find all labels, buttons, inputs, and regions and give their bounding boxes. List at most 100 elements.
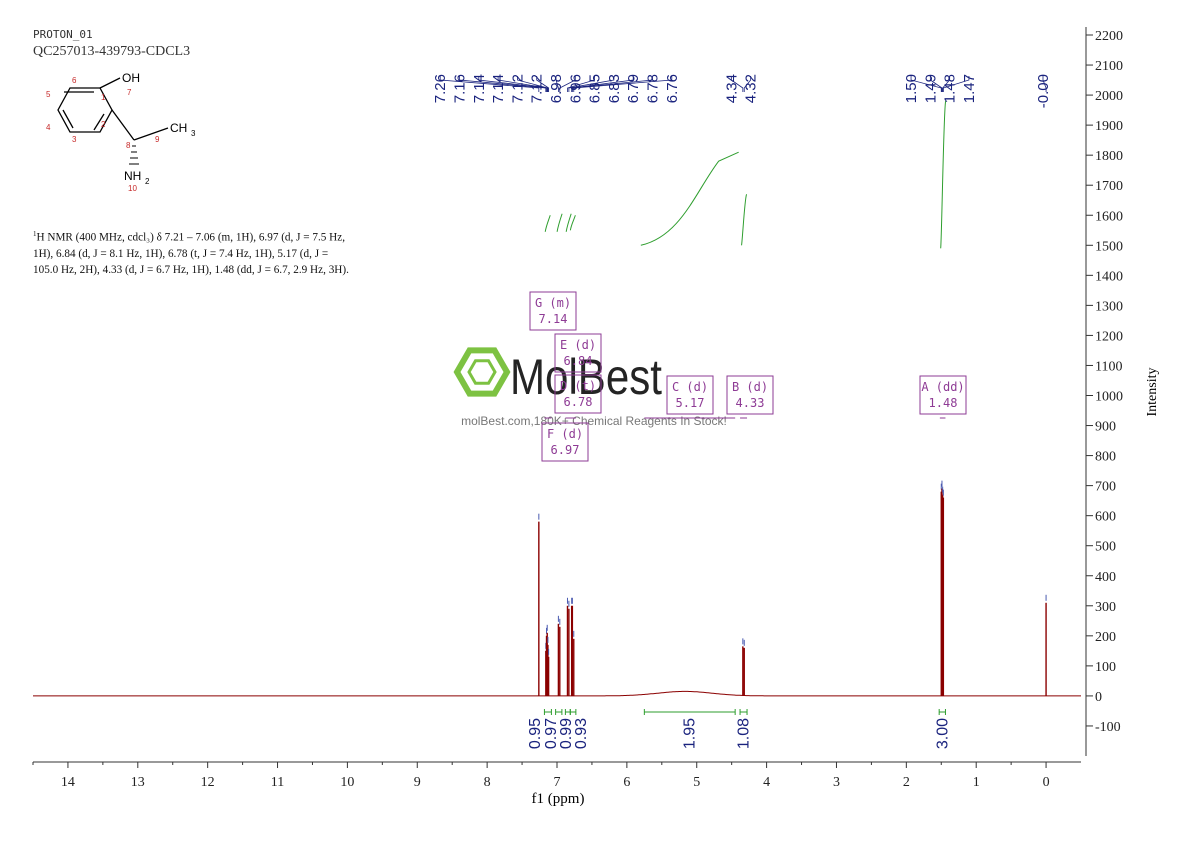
multiplet-label: A (dd) xyxy=(921,380,964,394)
x-tick-label: 10 xyxy=(340,775,354,790)
integral-curves xyxy=(544,100,947,249)
integral-value: 0.95 xyxy=(527,718,544,749)
integral-curve xyxy=(544,215,551,232)
y-tick-label: 500 xyxy=(1095,540,1116,555)
multiplet-label: F (d) xyxy=(547,427,583,441)
multiplet-shift: 6.84 xyxy=(564,354,593,368)
x-tick-label: 11 xyxy=(271,775,284,790)
integral-values: 0.95 0.970.990.93 1.95 1.08 3.00 xyxy=(527,709,951,749)
atom-number-9: 9 xyxy=(155,135,160,144)
atom-number-2: 2 xyxy=(101,120,106,129)
peak-label: 6.76 xyxy=(664,74,681,103)
spectrum-header: PROTON_01 QC257013-439793-CDCL3 xyxy=(33,28,190,60)
y-tick-label: 800 xyxy=(1095,450,1116,465)
multiplet-label: G (m) xyxy=(535,296,571,310)
integral-value: 0.99 xyxy=(558,718,575,749)
y-tick-label: 1100 xyxy=(1095,359,1122,374)
y-tick-label: 400 xyxy=(1095,570,1116,585)
multiplet-box xyxy=(554,333,602,373)
atom-number-6: 6 xyxy=(72,76,77,85)
peak-label-connector xyxy=(910,76,942,92)
atom-number-5: 5 xyxy=(46,90,51,99)
peak-label-connector xyxy=(459,76,547,92)
peak-label-connector xyxy=(439,76,540,92)
multiplet-box xyxy=(726,375,774,415)
x-tick-label: 13 xyxy=(131,775,145,790)
watermark-logo-icon xyxy=(453,347,511,397)
multiplet-label: B (d) xyxy=(732,380,768,394)
y-tick-label: 1500 xyxy=(1095,239,1123,254)
spectrum-baseline xyxy=(33,690,1081,697)
integral-value: 1.08 xyxy=(736,718,753,749)
x-axis-label: f1 (ppm) xyxy=(532,791,585,807)
peak-label: 6.96 xyxy=(567,74,584,103)
y-tick-label: 2100 xyxy=(1095,59,1123,74)
atom-number-7: 7 xyxy=(127,88,132,97)
x-tick-label: 4 xyxy=(763,775,770,790)
y-tick-label: 100 xyxy=(1095,660,1116,675)
peak-label: 7.26 xyxy=(432,74,449,103)
y-tick-label: 1000 xyxy=(1095,390,1123,405)
y-tick-label: 2000 xyxy=(1095,89,1123,104)
experiment-name: PROTON_01 xyxy=(33,28,93,41)
peak-label-connector xyxy=(497,76,548,92)
multiplet-box xyxy=(541,422,589,462)
multiplet-label: D (t) xyxy=(560,379,596,393)
multiplet-shift: 6.97 xyxy=(551,443,580,457)
peak-label: 6.83 xyxy=(606,74,623,103)
peak-label: 1.50 xyxy=(903,74,920,103)
ch3-subscript: 3 xyxy=(191,129,196,138)
integral-curve xyxy=(640,151,739,246)
peak-label: 6.85 xyxy=(587,74,604,103)
y-tick-label: 1200 xyxy=(1095,329,1123,344)
peak-label-connector xyxy=(559,76,576,92)
multiplet-label: C (d) xyxy=(672,380,708,394)
nmr-description: 1H NMR (400 MHz, cdcl₃) δ 7.21 – 7.06 (m… xyxy=(33,226,353,278)
ch3-label: CH xyxy=(170,121,187,135)
y-tick-label: -100 xyxy=(1095,720,1121,735)
multiplet-box xyxy=(529,291,577,331)
peak-label-connector xyxy=(567,76,595,92)
peak-label: 7.12 xyxy=(509,74,526,103)
y-tick-label: 1700 xyxy=(1095,179,1123,194)
y-tick-label: 700 xyxy=(1095,480,1116,495)
peak-label: 6.78 xyxy=(645,74,662,103)
peak-label-connector xyxy=(536,76,550,92)
peak-label-group: 7.26 7.16 7.14 7.14 7.12 7.12 6.98 6.96 6.85 6.83… xyxy=(432,74,1052,108)
multiplet-box xyxy=(554,374,602,414)
peak-label-connector xyxy=(555,76,559,92)
x-tick-label: 6 xyxy=(623,775,630,790)
y-tick-label: 0 xyxy=(1095,690,1102,705)
peak-label-connector xyxy=(478,76,547,92)
molecule-structure: OH CH 3 NH 2 1 2 3 4 5 6 7 8 9 10 xyxy=(46,71,196,193)
peak-label: 6.79 xyxy=(625,74,642,103)
sample-id: QC257013-439793-CDCL3 xyxy=(33,44,191,59)
atom-number-1: 1 xyxy=(101,93,106,102)
multiplet-boxes: G (m) 7.14 E (d) 6.84 D (t) 6.78 F (d) 6.97 C (d… xyxy=(529,291,967,462)
peak-label-connector xyxy=(942,76,951,92)
nmr-description-text: H NMR (400 MHz, cdcl₃) δ 7.21 – 7.06 (m,… xyxy=(33,231,349,276)
nh2-label: NH xyxy=(124,169,141,183)
y-tick-label: 1300 xyxy=(1095,299,1123,314)
peak-label-connector xyxy=(571,76,653,92)
peak-label: 7.12 xyxy=(529,74,546,103)
peak-label: 1.47 xyxy=(961,74,978,103)
x-tick-label: 14 xyxy=(61,775,75,790)
y-tick-label: 900 xyxy=(1095,420,1116,435)
x-tick-label: 5 xyxy=(693,775,700,790)
y-tick-label: 200 xyxy=(1095,630,1116,645)
integral-curve xyxy=(741,194,748,246)
atom-number-10: 10 xyxy=(128,184,137,193)
atom-number-3: 3 xyxy=(72,135,77,144)
integral-value: 0.93 xyxy=(573,718,590,749)
peak-label: 7.14 xyxy=(471,74,488,103)
x-tick-label: 0 xyxy=(1043,775,1050,790)
multiplet-shift: 6.78 xyxy=(564,395,593,409)
peak-label-connector xyxy=(743,76,752,92)
y-tick-label: 600 xyxy=(1095,510,1116,525)
peak-label: 1.48 xyxy=(942,74,959,103)
y-tick-label: 1800 xyxy=(1095,149,1123,164)
peak-label-connector xyxy=(571,76,634,92)
x-tick-label: 8 xyxy=(484,775,491,790)
